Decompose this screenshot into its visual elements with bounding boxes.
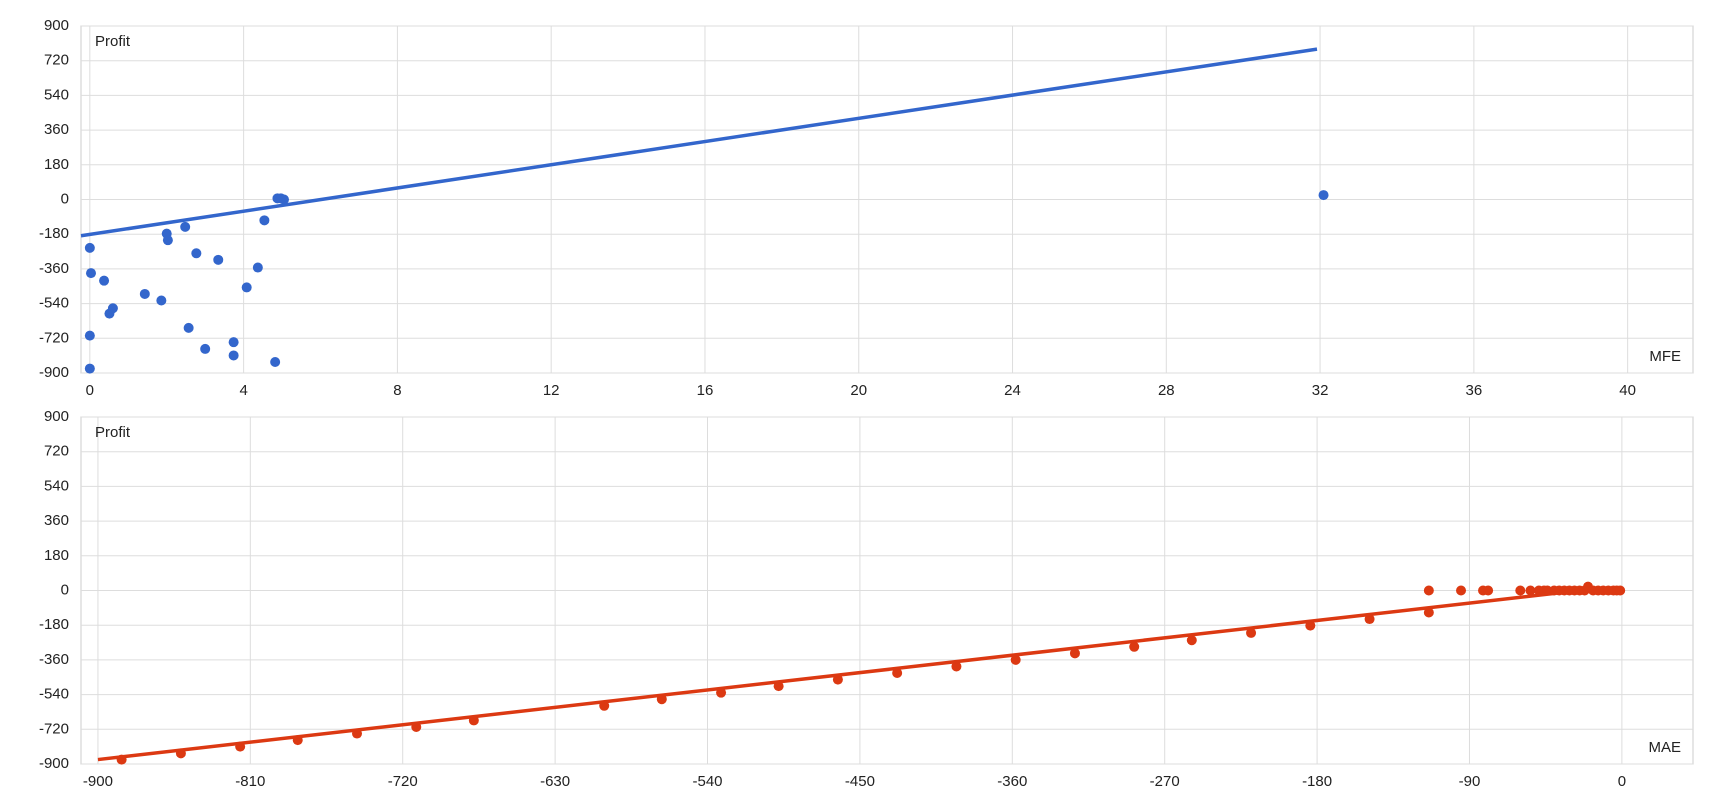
- y-tick-label: -900: [39, 755, 69, 772]
- point: [162, 235, 173, 246]
- x-tick-label: 36: [1466, 382, 1483, 399]
- x-tick-label: 16: [697, 382, 714, 399]
- y-tick-label: 540: [44, 477, 69, 494]
- point: [180, 221, 191, 232]
- x-tick-label: -90: [1459, 773, 1481, 790]
- x-tick-label: -270: [1150, 773, 1180, 790]
- point: [228, 337, 239, 348]
- point: [278, 194, 289, 205]
- x-tick-label: -450: [845, 773, 875, 790]
- point: [104, 308, 115, 319]
- point: [1318, 190, 1329, 201]
- y-tick-label: 720: [44, 443, 69, 460]
- y-tick-label: -360: [39, 260, 69, 277]
- x-tick-label: 28: [1158, 382, 1175, 399]
- point: [213, 254, 224, 265]
- y-tick-label: 540: [44, 86, 69, 103]
- point: [183, 322, 194, 333]
- point: [1010, 654, 1021, 665]
- x-tick-label: 0: [86, 382, 94, 399]
- y-tick-label: -360: [39, 651, 69, 668]
- x-tick-label: -360: [997, 773, 1027, 790]
- point: [1515, 585, 1526, 596]
- x-tick-label: 24: [1004, 382, 1021, 399]
- x-axis-title: MAE: [1648, 739, 1681, 756]
- y-tick-label: -720: [39, 329, 69, 346]
- y-axis-title: Profit: [95, 33, 131, 50]
- point: [1423, 607, 1434, 618]
- point: [85, 268, 96, 279]
- point: [951, 661, 962, 672]
- y-tick-label: -540: [39, 686, 69, 703]
- point: [99, 275, 110, 286]
- trendline: [80, 47, 1318, 238]
- point: [892, 668, 903, 679]
- y-tick-label: 180: [44, 156, 69, 173]
- point: [191, 248, 202, 259]
- point: [84, 242, 95, 253]
- point: [252, 262, 263, 273]
- y-tick-label: 0: [61, 581, 69, 598]
- point: [228, 350, 239, 361]
- x-tick-label: -900: [83, 773, 113, 790]
- point: [270, 357, 281, 368]
- point: [1483, 585, 1494, 596]
- x-tick-label: 20: [850, 382, 867, 399]
- y-tick-label: 360: [44, 512, 69, 529]
- y-tick-label: 360: [44, 121, 69, 138]
- y-tick-label: -720: [39, 720, 69, 737]
- point: [200, 343, 211, 354]
- point: [1525, 585, 1536, 596]
- x-tick-label: -720: [388, 773, 418, 790]
- point: [1129, 641, 1140, 652]
- x-tick-label: -180: [1302, 773, 1332, 790]
- x-tick-label: -810: [235, 773, 265, 790]
- point: [84, 363, 95, 374]
- point: [1456, 585, 1467, 596]
- y-tick-label: 180: [44, 547, 69, 564]
- y-axis-title: Profit: [95, 424, 131, 441]
- y-tick-label: 720: [44, 52, 69, 69]
- point: [241, 282, 252, 293]
- point: [1246, 627, 1257, 638]
- point: [1423, 585, 1434, 596]
- point: [139, 288, 150, 299]
- y-tick-label: -900: [39, 364, 69, 381]
- x-tick-label: -630: [540, 773, 570, 790]
- y-tick-label: 0: [61, 190, 69, 207]
- x-tick-label: -540: [692, 773, 722, 790]
- point: [156, 295, 167, 306]
- y-tick-label: -180: [39, 225, 69, 242]
- x-tick-label: 8: [393, 382, 401, 399]
- x-tick-label: 32: [1312, 382, 1329, 399]
- point: [259, 215, 270, 226]
- y-tick-label: 900: [44, 408, 69, 425]
- point: [1186, 635, 1197, 646]
- y-tick-label: 900: [44, 17, 69, 34]
- point: [84, 330, 95, 341]
- x-tick-label: 40: [1619, 382, 1636, 399]
- y-tick-label: -540: [39, 295, 69, 312]
- point: [1069, 648, 1080, 659]
- x-tick-label: 4: [239, 382, 247, 399]
- y-tick-label: -180: [39, 616, 69, 633]
- x-tick-label: 12: [543, 382, 560, 399]
- x-tick-label: 0: [1618, 773, 1626, 790]
- point: [1364, 614, 1375, 625]
- point: [1615, 585, 1626, 596]
- trendline: [97, 588, 1580, 762]
- x-axis-title: MFE: [1649, 348, 1681, 365]
